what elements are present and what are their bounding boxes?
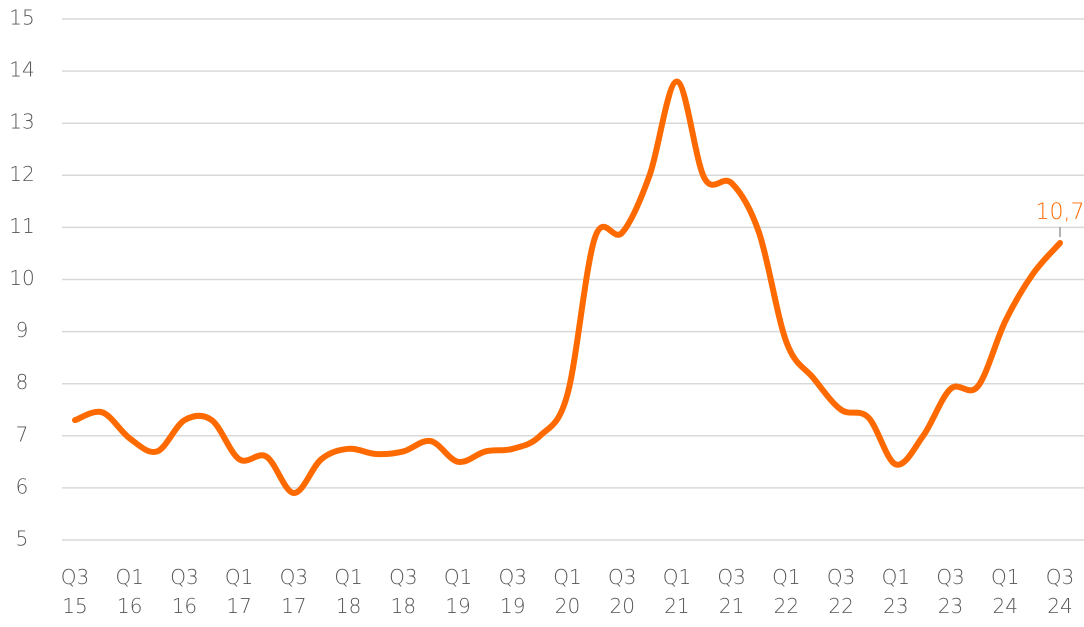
y-tick-label: 14 [9,58,34,82]
y-tick-label: 12 [9,162,34,186]
y-tick-label: 11 [9,214,34,238]
x-tick-label: Q3 18 [389,565,418,618]
x-tick-label: Q1 23 [881,565,911,618]
x-tick-label: Q1 17 [224,565,254,618]
y-tick-label: 6 [16,474,29,498]
y-tick-label: 15 [9,6,34,30]
x-tick-label: Q1 22 [772,565,801,618]
x-tick-label: Q1 20 [553,565,582,618]
x-tick-label: Q1 16 [115,565,144,618]
x-tick-label: Q3 17 [279,565,309,618]
x-tick-label: Q3 15 [60,565,90,618]
y-tick-label: 5 [16,527,29,551]
y-tick-label: 10 [9,266,34,290]
value-label: 10,7 [1036,200,1084,225]
y-tick-label: 7 [16,422,29,446]
x-tick-label: Q3 16 [170,565,199,618]
line [72,78,1063,497]
y-tick-label: 8 [16,370,29,394]
y-tick-label: 13 [9,110,34,134]
x-tick-label: Q1 19 [443,565,473,618]
x-tick-label: Q3 19 [498,565,527,618]
x-tick-label: Q3 20 [607,565,637,618]
x-tick-label: Q3 23 [936,565,965,618]
x-tick-label: Q3 21 [717,565,746,618]
y-tick-label: 9 [16,318,29,342]
x-tick-label: Q3 24 [1045,565,1075,618]
x-tick-label: Q1 21 [662,565,692,618]
x-tick-label: Q1 24 [991,565,1020,618]
x-tick-label: Q1 18 [334,565,363,618]
x-tick-label: Q3 22 [826,565,856,618]
